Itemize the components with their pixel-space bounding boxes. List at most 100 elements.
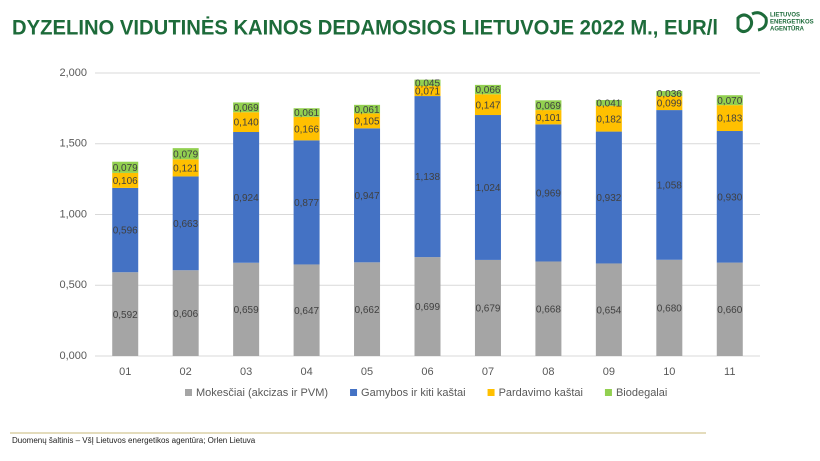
bar-segment [414,257,441,356]
x-tick-label: 09 [603,366,615,378]
bar-segment [474,94,501,116]
y-tick-label: 1,000 [59,208,87,220]
bar-segment [233,102,260,113]
value-label: 0,679 [475,304,500,315]
bar-segment [716,262,743,356]
bar-segment [293,116,320,141]
value-label: 0,121 [173,164,198,175]
bar-segment [112,172,139,188]
bar-segment [535,261,562,356]
value-label: 0,930 [717,192,742,203]
bar-segment [233,132,260,263]
bar-segment [233,112,260,133]
value-label: 0,099 [657,99,682,110]
x-tick-label: 03 [240,366,252,378]
value-label: 0,070 [717,96,742,107]
bar-segment [535,124,562,262]
bar-segment [414,96,441,258]
value-label: 0,166 [294,124,319,135]
bar-segment [354,128,381,263]
value-label: 0,659 [234,305,259,316]
bar-segment [172,159,199,177]
legend-swatch [604,389,612,396]
bar-segment [535,100,562,111]
value-label: 0,654 [596,305,621,316]
legend-label: Pardavimo kaštai [499,387,583,399]
bar-segment [354,113,381,129]
bar-segment [595,131,622,264]
value-label: 0,071 [415,87,440,98]
value-label: 0,069 [536,101,561,112]
value-label: 0,105 [355,117,380,128]
value-label: 0,106 [113,176,138,187]
x-tick-label: 11 [724,366,735,378]
value-label: 0,947 [355,191,380,202]
bar-segment [112,187,139,273]
x-tick-label: 01 [119,366,131,378]
legend-label: Mokesčiai (akcizas ir PVM) [196,387,328,399]
bar-segment [354,104,381,114]
value-label: 0,079 [113,163,138,174]
logo-text: ENERGETIKOS [770,20,814,26]
x-tick-label: 04 [300,366,312,378]
bar-segment [656,259,683,356]
value-label: 0,924 [234,193,259,204]
bar-segment [233,262,260,356]
value-label: 0,592 [113,310,138,321]
value-label: 0,061 [294,108,319,119]
value-label: 0,699 [415,302,440,313]
x-tick-label: 05 [361,366,373,378]
y-tick-label: 0,500 [59,279,87,291]
value-label: 0,147 [475,100,500,111]
value-label: 0,182 [596,114,621,125]
value-label: 0,066 [475,85,500,96]
bar-segment [474,84,501,95]
value-label: 0,140 [234,118,259,129]
value-label: 0,660 [717,305,742,316]
legend-label: Biodegalai [616,387,667,399]
value-label: 0,596 [113,226,138,237]
bar-segment [595,100,622,106]
bar-segment [656,110,683,260]
logo-text: LIETUVOS [770,13,800,19]
bar-segment [535,110,562,125]
x-tick-label: 07 [482,366,494,378]
value-label: 0,647 [294,306,319,317]
bar-segment [716,131,743,263]
value-label: 0,663 [173,219,198,230]
bar-segment [595,263,622,356]
x-tick-label: 06 [421,366,433,378]
y-tick-label: 2,000 [59,67,87,79]
bar-segment [656,90,683,97]
bar-segment [656,96,683,111]
y-tick-label: 0,000 [59,350,87,362]
bar-segment [293,140,320,265]
chart-title: DYZELINO VIDUTINĖS KAINOS DEDAMOSIOS LIE… [12,17,718,40]
bar-segment [112,272,139,356]
value-label: 0,877 [294,198,319,209]
bar-segment [354,262,381,356]
bar-segment [595,105,622,132]
value-label: 1,024 [475,183,500,194]
bar-segment [172,148,199,160]
value-label: 0,041 [596,99,621,110]
bar-segment [172,176,199,271]
value-label: 0,101 [536,113,561,124]
bar-segment [474,259,501,356]
bar-segment [414,79,441,87]
value-label: 1,138 [415,172,440,183]
bar-segment [474,115,501,260]
x-tick-label: 08 [542,366,554,378]
value-label: 0,036 [657,89,682,100]
value-label: 0,969 [536,189,561,200]
value-label: 0,932 [596,193,621,204]
value-label: 0,680 [657,304,682,315]
logo-mark [736,11,768,34]
legend-swatch [487,389,495,396]
x-tick-label: 10 [663,366,675,378]
value-label: 0,668 [536,304,561,315]
value-label: 0,045 [415,78,440,89]
value-label: 0,061 [355,105,380,116]
value-label: 0,606 [173,309,198,320]
